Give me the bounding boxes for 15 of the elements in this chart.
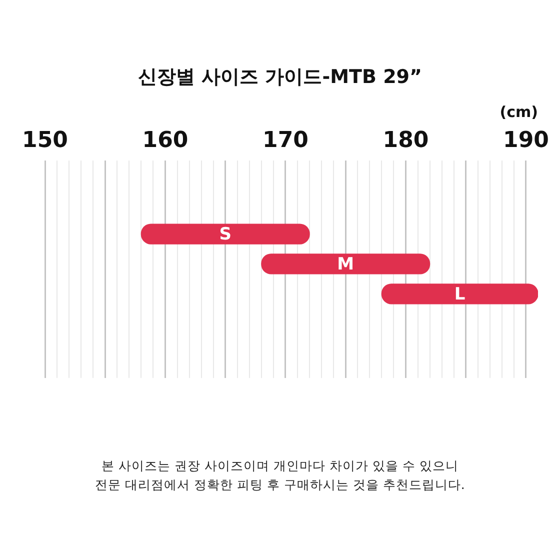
text: 전문 대리점에서 정확한 피팅 후 구매하시는 것을 추천드립니다. [94,476,466,494]
bar [140,224,310,244]
bar [381,284,538,304]
x-tick-label: 180 [382,128,429,153]
chart-title: 신장별 사이즈 가이드-MTB 29” [136,65,423,90]
y-tick-label: M [337,254,354,274]
x-tick-label: 160 [142,128,188,153]
x-axis-title: (cm) [500,102,538,121]
x-tick-label: 150 [22,128,68,153]
x-tick-label: 170 [262,128,308,153]
bar [261,254,430,274]
x-tick-label: 190 [503,128,549,153]
text: 본 사이즈는 권장 사이즈이며 개인마다 차이가 있을 수 있으니 [100,457,460,475]
y-tick-label: L [454,284,466,304]
y-tick-label: S [219,224,232,244]
